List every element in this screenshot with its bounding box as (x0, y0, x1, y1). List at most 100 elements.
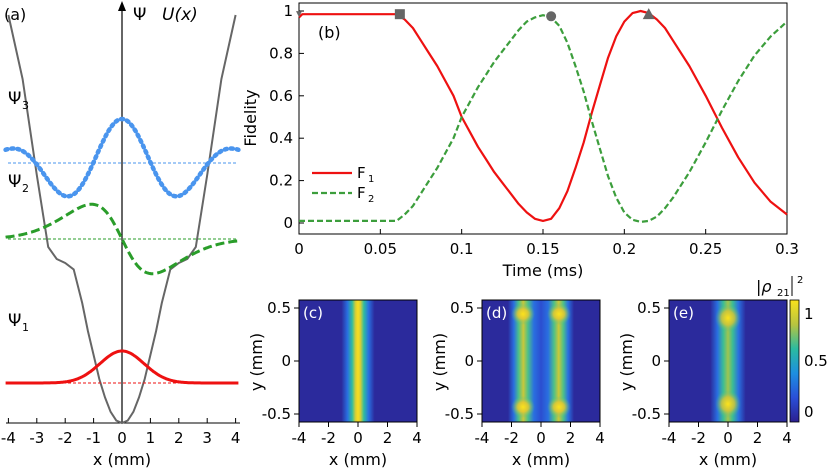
panel-c-heatmap (299, 300, 417, 422)
panel-e-y-tick-label: 0.5 (637, 299, 661, 317)
panel-c-x-tick-label: 0 (353, 429, 363, 447)
panel-b-y-tick-label: 0 (283, 214, 293, 232)
panel-c-label: (c) (303, 304, 323, 322)
triangle-marker (642, 8, 655, 20)
start-marker (296, 11, 302, 18)
panel-c-x-label: x (mm) (329, 450, 387, 469)
panel-c-y-tick-label: 0 (281, 352, 291, 370)
panel-a-curves (3, 14, 241, 425)
panel-d-blob-top-left (511, 303, 535, 325)
panel-d-x-tick-label: 4 (595, 429, 605, 447)
panel-e-x-tick-label: 4 (782, 429, 792, 447)
wave-ψ1 (5, 349, 239, 385)
panel-d-blob-top-right (547, 303, 571, 325)
panel-e-x-tick-label: 0 (723, 429, 733, 447)
colorbar-tick-0-5: 0.5 (804, 352, 828, 370)
panel-c-ticks: -4 -2 0 2 4 -0.5 0 0.5 (262, 299, 422, 447)
panel-b-y-label: Fidelity (241, 89, 260, 146)
panel-a-x-tick-label: 3 (202, 429, 212, 447)
panel-d-y-tick-label: 0 (464, 352, 474, 370)
panel-a-x-tick-label: 2 (174, 429, 184, 447)
panel-b-x-ticks: 0 0.05 0.1 0.15 0.2 0.25 0.3 (294, 229, 799, 258)
panel-d-ticks: -4 -2 0 2 4 -0.5 0 0.5 (445, 299, 605, 447)
panel-c-x-tick-label: -4 (292, 429, 307, 447)
potential-label: U(x) (162, 5, 198, 25)
panel-a-x-label: x (mm) (93, 450, 151, 469)
panel-a-label: (a) (4, 5, 26, 24)
panel-c-x-tick-label: 4 (412, 429, 422, 447)
panel-d-blob-bottom-right (547, 396, 571, 418)
panel-d-heatmap (482, 300, 600, 422)
panel-e-x-tick-label: 2 (753, 429, 763, 447)
legend-f2-subscript: 2 (368, 194, 374, 205)
panel-b-x-tick-label: 0.05 (364, 240, 397, 258)
panel-b-x-tick-label: 0.15 (526, 240, 559, 258)
panel-b-label: (b) (318, 23, 341, 42)
panel-b-y-tick-label: 1 (283, 2, 293, 20)
panel-e: (e) -4 -2 0 2 4-0.500.5 x (mm) y (mm) 1 0.5 … (617, 275, 828, 469)
colorbar-tick-1: 1 (804, 305, 814, 323)
panel-b-x-tick-label: 0.3 (775, 240, 799, 258)
panel-b-y-tick-label: 0.8 (269, 44, 293, 62)
panel-a: Ψ U(x) (a) -4 -3 -2 -1 0 1 2 3 4 x (mm) Ψ 1Ψ 2Ψ 3 (1, 1, 241, 469)
panel-a-x-tick-label: -3 (29, 429, 44, 447)
panel-d: (d) -4 -2 0 2 4 -0.5 0 0.5 x (mm) y (mm) (430, 299, 605, 469)
panel-e-ticks: -4 -2 0 2 4 -0.5 0 0.5 (632, 299, 792, 447)
panel-a-x-tick-label: 0 (117, 429, 127, 447)
wave-label-ψ2: Ψ (8, 172, 21, 192)
wave-ψ2 (5, 202, 239, 276)
wave-label-ψ1: Ψ (8, 311, 21, 331)
panel-e-x-tick-label: -4 (662, 429, 677, 447)
panel-b-markers (296, 8, 655, 22)
legend-f2-label: F (357, 184, 366, 202)
panel-d-x-tick-label: -2 (504, 429, 519, 447)
legend-f1-label: F (357, 164, 366, 182)
panel-c-y-label: y (mm) (247, 333, 266, 391)
panel-b-x-label: Time (ms) (502, 261, 584, 280)
colorbar-label-superscript: 2 (797, 275, 803, 286)
colorbar-label-subscript: 21 (777, 288, 790, 299)
square-marker (394, 9, 405, 20)
panel-d-x-tick-label: -4 (475, 429, 490, 447)
wave-label-ψ3: Ψ (8, 89, 21, 109)
panel-b-y-tick-label: 0.4 (269, 129, 293, 147)
panel-c-x-tick-label: 2 (383, 429, 393, 447)
panel-d-y-label: y (mm) (430, 333, 449, 391)
panel-a-wave-labels: Ψ 1Ψ 2Ψ 3 (8, 89, 29, 334)
panel-d-x-label: x (mm) (512, 450, 570, 469)
panel-b-curves (298, 9, 788, 223)
curve-f2 (299, 14, 788, 223)
panel-b-x-tick-label: 0.1 (450, 240, 474, 258)
panel-e-y-tick-label: -0.5 (632, 405, 661, 423)
panel-a-x-tick-label: -2 (58, 429, 73, 447)
panel-b-x-tick-label: 0 (294, 240, 304, 258)
panel-d-x-tick-label: 2 (566, 429, 576, 447)
panel-b: (b) 0 0.05 0.1 0.15 0.2 0.25 0.3 0 0.2 0.4 0.6 0.8… (241, 2, 799, 280)
colorbar (789, 299, 800, 423)
panel-d-y-tick-label: 0.5 (450, 299, 474, 317)
wave-label-subscript-ψ2: 2 (22, 182, 29, 195)
panel-e-y-label: y (mm) (617, 333, 636, 391)
panel-d-y-tick-label: -0.5 (445, 405, 474, 423)
panel-e-label: (e) (673, 304, 694, 322)
panel-b-x-tick-label: 0.2 (612, 240, 636, 258)
panel-a-x-tick-label: -4 (1, 429, 16, 447)
panel-b-legend: F 1 F 2 (312, 164, 374, 205)
panel-a-x-tick-label: 1 (146, 429, 156, 447)
wave-label-subscript-ψ3: 3 (22, 99, 29, 112)
panel-d-label: (d) (486, 304, 507, 322)
legend-f1-subscript: 1 (368, 174, 374, 185)
panel-b-y-ticks: 0 0.2 0.4 0.6 0.8 1 (269, 2, 304, 232)
panel-b-y-tick-label: 0.6 (269, 87, 293, 105)
panel-c-y-tick-label: -0.5 (262, 405, 291, 423)
panel-d-blob-bottom-left (511, 396, 535, 418)
panel-c: (c) -4 -2 0 2 4 -0.5 0 0.5 x (mm) y (mm) (247, 299, 422, 469)
panel-b-x-tick-label: 0.25 (689, 240, 722, 258)
panel-a-x-tick-label: 4 (231, 429, 241, 447)
panel-e-x-tick-label: -2 (691, 429, 706, 447)
panel-e-blob-bottom (715, 390, 741, 418)
panel-e-x-label: x (mm) (699, 450, 757, 469)
psi-axis-label: Ψ (133, 5, 146, 25)
panel-b-y-tick-label: 0.2 (269, 172, 293, 190)
